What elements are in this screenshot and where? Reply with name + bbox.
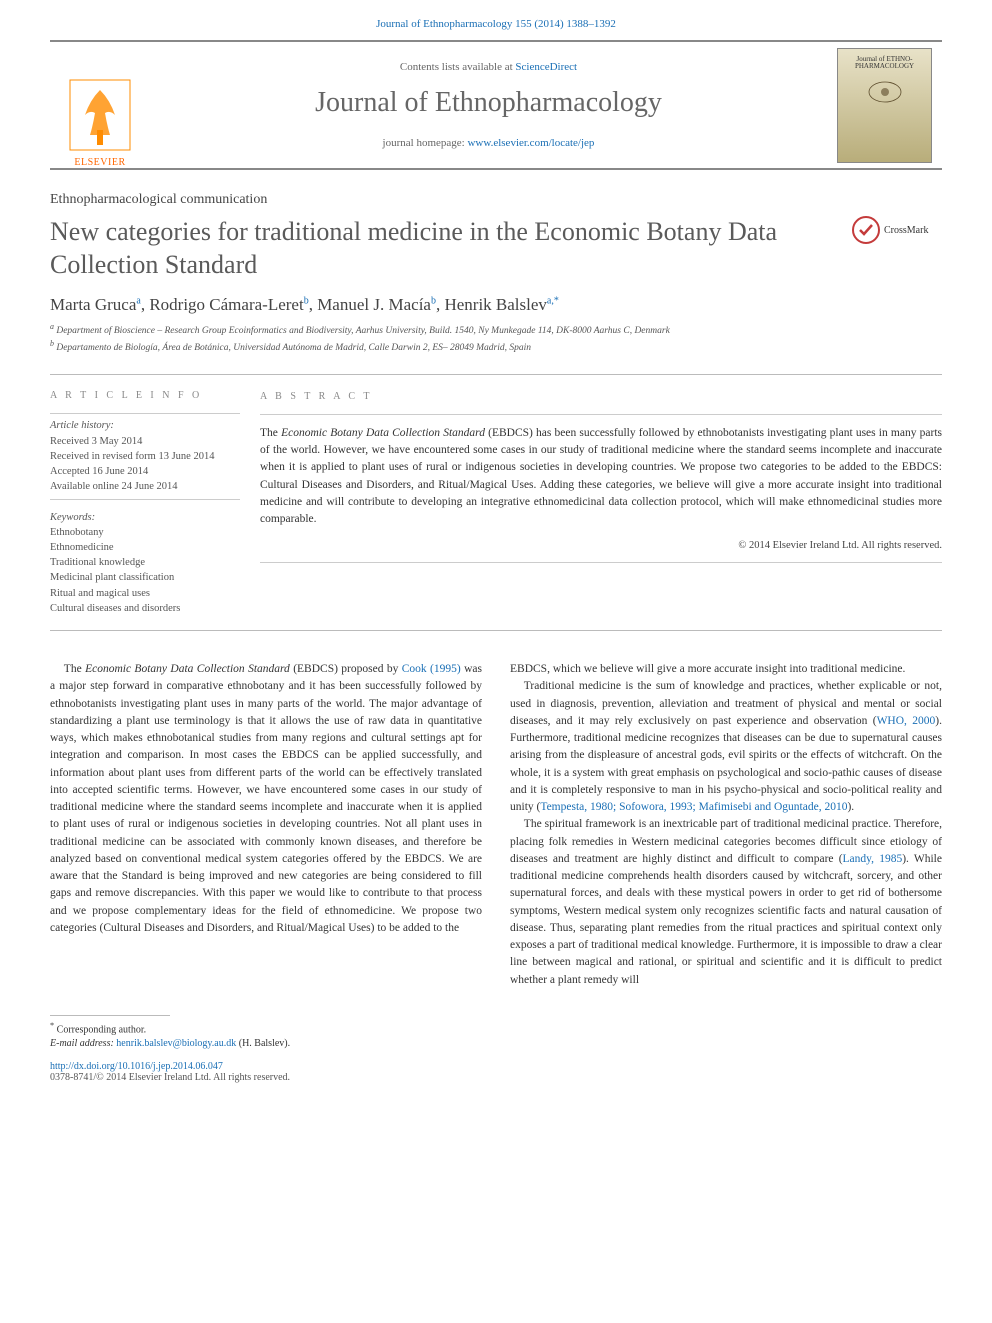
authors: Marta Grucaa, Rodrigo Cámara-Leretb, Man…	[50, 295, 942, 315]
col2-para3: The spiritual framework is an inextricab…	[510, 816, 942, 989]
contents-line: Contents lists available at ScienceDirec…	[400, 61, 577, 73]
elsevier-tree-icon	[65, 75, 135, 155]
author-4: Henrik Balslev	[444, 295, 546, 314]
abstract-copyright: © 2014 Elsevier Ireland Ltd. All rights …	[260, 538, 942, 554]
divider-bottom	[50, 630, 942, 631]
banner-center: Contents lists available at ScienceDirec…	[150, 42, 827, 168]
journal-title: Journal of Ethnopharmacology	[315, 87, 662, 119]
homepage-link[interactable]: www.elsevier.com/locate/jep	[467, 137, 594, 149]
author-4-aff[interactable]: a,	[547, 295, 554, 306]
body-columns: The Economic Botany Data Collection Stan…	[50, 661, 942, 989]
contents-prefix: Contents lists available at	[400, 61, 515, 73]
article-info-heading: a r t i c l e i n f o	[50, 389, 240, 404]
cover-ornament-icon	[865, 77, 905, 107]
author-4-corr[interactable]: *	[554, 295, 559, 306]
crossmark-label: CrossMark	[884, 225, 928, 236]
keywords-label: Keywords:	[50, 510, 240, 525]
article-type: Ethnopharmacological communication	[50, 192, 942, 208]
affiliation-b: b Departamento de Biología, Área de Botá…	[50, 338, 942, 355]
keyword-6: Cultural diseases and disorders	[50, 601, 240, 616]
email-link[interactable]: henrik.balslev@biology.au.dk	[116, 1038, 236, 1049]
keyword-3: Traditional knowledge	[50, 555, 240, 570]
doi-link[interactable]: http://dx.doi.org/10.1016/j.jep.2014.06.…	[50, 1061, 223, 1072]
article-title: New categories for traditional medicine …	[50, 216, 840, 281]
header-citation-link[interactable]: Journal of Ethnopharmacology 155 (2014) …	[376, 18, 616, 30]
crossmark-icon	[852, 216, 880, 244]
author-1: Marta Gruca	[50, 295, 136, 314]
column-left: The Economic Botany Data Collection Stan…	[50, 661, 482, 989]
cite-landy-1985[interactable]: Landy, 1985	[843, 853, 903, 865]
banner-right: Journal of ETHNO- PHARMACOLOGY	[827, 42, 942, 168]
crossmark-badge[interactable]: CrossMark	[852, 216, 942, 244]
affiliation-a: a Department of Bioscience – Research Gr…	[50, 321, 942, 338]
author-3-aff[interactable]: b	[431, 295, 436, 306]
footnotes: * Corresponding author. E-mail address: …	[50, 1015, 942, 1051]
cite-cook-1995[interactable]: Cook (1995)	[402, 663, 461, 675]
cover-title: Journal of ETHNO- PHARMACOLOGY	[842, 56, 927, 71]
footer: http://dx.doi.org/10.1016/j.jep.2014.06.…	[50, 1061, 942, 1083]
col1-para1: The Economic Botany Data Collection Stan…	[50, 661, 482, 937]
email-line: E-mail address: henrik.balslev@biology.a…	[50, 1037, 942, 1051]
keyword-2: Ethnomedicine	[50, 540, 240, 555]
history-label: Article history:	[50, 418, 240, 433]
homepage-prefix: journal homepage:	[383, 137, 468, 149]
journal-cover: Journal of ETHNO- PHARMACOLOGY	[837, 48, 932, 163]
author-2: Rodrigo Cámara-Leret	[149, 295, 303, 314]
header-citation: Journal of Ethnopharmacology 155 (2014) …	[0, 0, 992, 40]
article-info: a r t i c l e i n f o Article history: R…	[50, 375, 260, 630]
publisher-name: ELSEVIER	[74, 157, 125, 168]
keyword-4: Medicinal plant classification	[50, 570, 240, 585]
history-received: Received 3 May 2014	[50, 434, 240, 449]
column-right: EBDCS, which we believe will give a more…	[510, 661, 942, 989]
cite-tempesta-sofowora-mafimisebi[interactable]: Tempesta, 1980; Sofowora, 1993; Mafimise…	[540, 801, 847, 813]
keyword-5: Ritual and magical uses	[50, 586, 240, 601]
abstract: a b s t r a c t The Economic Botany Data…	[260, 375, 942, 630]
corresponding-author: * Corresponding author.	[50, 1020, 942, 1037]
banner-left: ELSEVIER	[50, 42, 150, 168]
journal-banner: ELSEVIER Contents lists available at Sci…	[50, 40, 942, 170]
col2-para1: EBDCS, which we believe will give a more…	[510, 661, 942, 678]
history-revised: Received in revised form 13 June 2014	[50, 449, 240, 464]
issn-copyright: 0378-8741/© 2014 Elsevier Ireland Ltd. A…	[50, 1072, 942, 1083]
sciencedirect-link[interactable]: ScienceDirect	[515, 61, 577, 73]
homepage-line: journal homepage: www.elsevier.com/locat…	[383, 137, 595, 149]
author-1-aff[interactable]: a	[136, 295, 140, 306]
cite-who-2000[interactable]: WHO, 2000	[877, 715, 936, 727]
col2-para2: Traditional medicine is the sum of knowl…	[510, 678, 942, 816]
affiliations: a Department of Bioscience – Research Gr…	[50, 321, 942, 356]
author-2-aff[interactable]: b	[304, 295, 309, 306]
abstract-text: The Economic Botany Data Collection Stan…	[260, 425, 942, 529]
abstract-heading: a b s t r a c t	[260, 389, 942, 404]
author-3: Manuel J. Macía	[317, 295, 431, 314]
history-accepted: Accepted 16 June 2014	[50, 464, 240, 479]
keyword-1: Ethnobotany	[50, 525, 240, 540]
history-online: Available online 24 June 2014	[50, 479, 240, 494]
